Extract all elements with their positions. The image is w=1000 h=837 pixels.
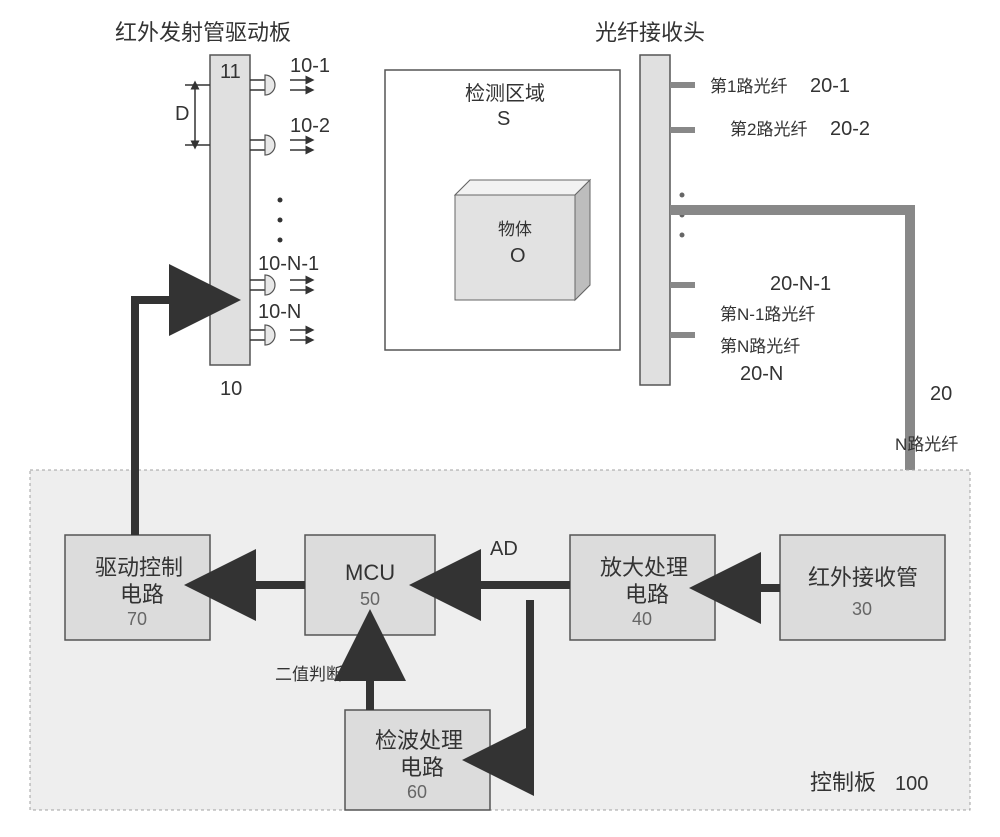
led2-label: 10-2 [290,115,330,137]
object-title: 物体 [498,220,532,239]
control-board-num: 100 [895,773,928,795]
diagram-canvas: 红外发射管驱动板 光纤接收头 11 10 D 10-1 10-2 10-N-1 [0,0,1000,837]
mcu-num: 50 [360,589,380,609]
amp-num: 40 [632,609,652,629]
tx-board-title: 红外发射管驱动板 [115,20,291,45]
ledn1-label: 10-N-1 [258,253,319,275]
detect-area-sym: S [497,108,510,130]
fibern1-label: 第N-1路光纤 [720,305,815,324]
binary-label: 二值判断 [275,665,343,684]
spacing-d: D [175,103,189,125]
fibern-num: 20-N [740,363,783,385]
irrx-num: 30 [852,599,872,619]
rx-head-title: 光纤接收头 [595,20,705,45]
driver-board-num: 11 [220,61,241,83]
fibern1-num: 20-N-1 [770,273,831,295]
fiber2-label: 第2路光纤 [730,120,807,139]
ledn-label: 10-N [258,301,301,323]
drive-ctrl-line1: 驱动控制 [95,555,183,580]
amp-line1: 放大处理 [600,555,688,580]
fiber1-label: 第1路光纤 [710,77,787,96]
driver-board [210,55,250,365]
driver-assembly-num: 10 [220,378,242,400]
control-board-label: 控制板 [810,770,876,795]
mcu-block [305,535,435,635]
detect-area-title: 检测区域 [465,82,545,105]
object-box: 物体 O [455,180,590,300]
drive-ctrl-num: 70 [127,609,147,629]
led1-label: 10-1 [290,55,330,77]
object-sym: O [510,245,526,267]
mcu-title: MCU [345,560,395,585]
ad-label: AD [490,538,518,560]
irrx-title: 红外接收管 [808,565,918,590]
fiber2-num: 20-2 [830,118,870,140]
fiber1-num: 20-1 [810,75,850,97]
receiver-bar [640,55,670,385]
amp-line2: 电路 [625,582,669,607]
det-line1: 检波处理 [375,728,463,753]
drive-ctrl-line2: 电路 [120,582,164,607]
fibern-label: 第N路光纤 [720,337,800,356]
det-num: 60 [407,782,427,802]
det-line2: 电路 [400,755,444,780]
fiber-bundle-num: 20 [930,383,952,405]
led-group: 10-1 10-2 10-N-1 10-N [250,55,330,345]
fiber-bundle-label: N路光纤 [895,435,958,454]
